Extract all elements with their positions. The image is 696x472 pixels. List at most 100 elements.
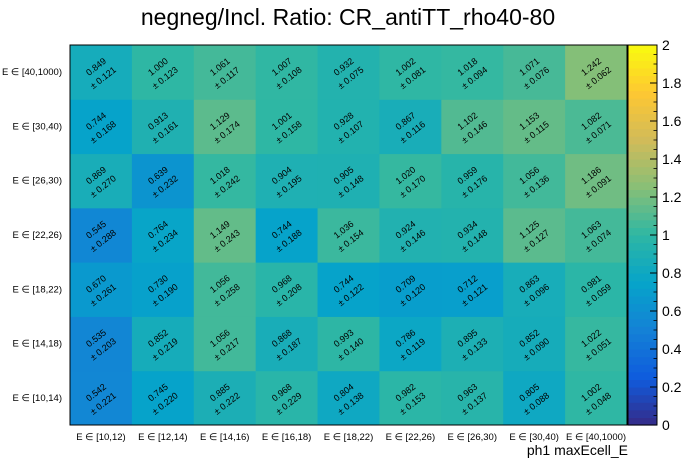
heatmap-cell — [193, 207, 257, 263]
heatmap-cell — [565, 316, 628, 372]
colorbar-tick-label: 1 — [662, 227, 670, 243]
x-tick-label: E ∈ [12,14) — [138, 432, 187, 443]
colorbar-segment — [628, 333, 657, 342]
y-tick-label: E ∈ [22,26) — [13, 230, 62, 241]
heatmap-cell — [379, 370, 442, 426]
heatmap-cell — [503, 262, 566, 317]
colorbar — [627, 44, 658, 426]
colorbar-segment — [628, 212, 657, 221]
y-tick-labels: E ∈ [10,14) E ∈ [14,18) E ∈ [18,22) E ∈ [22… — [2, 67, 62, 404]
heatmap-cell — [255, 153, 319, 209]
colorbar-segment — [628, 204, 657, 213]
x-tick-label: E ∈ [40,1000) — [566, 432, 626, 443]
colorbar-segment — [628, 295, 657, 304]
colorbar-segment — [628, 318, 657, 327]
colorbar-segment — [628, 219, 657, 228]
y-tick-label: E ∈ [26,30) — [13, 176, 62, 187]
colorbar-segment — [628, 166, 657, 175]
heatmap-cell — [317, 45, 380, 100]
heatmap-cell — [255, 370, 319, 426]
heatmap-cell — [379, 153, 442, 209]
colorbar-segment — [628, 197, 657, 206]
heatmap-cell — [379, 45, 442, 100]
heatmap-cell — [503, 316, 566, 372]
colorbar-segment — [628, 105, 657, 114]
colorbar-segment — [628, 280, 657, 289]
heatmap-cell — [503, 207, 566, 263]
heatmap-cell — [193, 45, 257, 100]
heatmap-cell — [503, 370, 566, 426]
colorbar-segment — [628, 121, 657, 130]
x-tick-label: E ∈ [22,26) — [386, 432, 435, 443]
colorbar-segment — [628, 394, 657, 403]
heatmap-cell — [255, 316, 319, 372]
heatmap-cell — [317, 207, 380, 263]
colorbar-segment — [628, 227, 657, 236]
plot-frame — [69, 44, 628, 426]
colorbar-segment — [628, 326, 657, 335]
heatmap-cell — [379, 207, 442, 263]
colorbar-segment — [628, 90, 657, 99]
colorbar-tick-label: 1.8 — [662, 75, 682, 91]
colorbar-tick-label: 0.8 — [662, 265, 682, 281]
heatmap-cell — [441, 45, 504, 100]
heatmap-cell — [379, 316, 442, 372]
colorbar-segment — [628, 402, 657, 411]
heatmap-cell — [565, 153, 628, 209]
colorbar-segment — [628, 181, 657, 190]
y-tick-label: E ∈ [14,18) — [13, 339, 62, 350]
x-tick-label: E ∈ [10,12) — [76, 432, 125, 443]
x-tick-label: E ∈ [30,40) — [509, 432, 558, 443]
heatmap-cell — [379, 262, 442, 317]
colorbar-segment — [628, 159, 657, 168]
x-tick-label: E ∈ [26,30) — [448, 432, 497, 443]
colorbar-segment — [628, 143, 657, 152]
heatmap-cell — [441, 370, 504, 426]
heatmap-cell — [131, 45, 195, 100]
colorbar-tick-label: 2 — [662, 37, 670, 53]
heatmap-cell — [565, 99, 628, 155]
colorbar-segment — [628, 265, 657, 274]
heatmap-cell — [193, 370, 257, 426]
heatmap-cell — [317, 370, 380, 426]
colorbar-segment — [628, 311, 657, 320]
heatmap-cell — [70, 153, 133, 209]
heatmap-cell — [131, 153, 195, 209]
colorbar-segment — [628, 379, 657, 388]
heatmap-cell — [70, 99, 133, 155]
colorbar-tick-label: 1.2 — [662, 189, 682, 205]
colorbar-segment — [628, 387, 657, 396]
colorbar-segment — [628, 303, 657, 312]
heatmap-cell — [503, 99, 566, 155]
colorbar-tick-label: 0.6 — [662, 303, 682, 319]
heatmap-cell — [255, 99, 319, 155]
heatmap-cell — [193, 153, 257, 209]
colorbar-segment — [628, 98, 657, 107]
heatmap-cell — [255, 262, 319, 317]
heatmap-cell — [255, 207, 319, 263]
heatmap-cell — [441, 207, 504, 263]
colorbar-segment — [628, 273, 657, 282]
colorbar-tick-label: 0 — [662, 417, 670, 433]
heatmap-cell — [441, 316, 504, 372]
colorbar-segment — [628, 151, 657, 160]
heatmap-cell — [70, 262, 133, 317]
heatmap-cell — [441, 153, 504, 209]
heatmap-cell — [70, 370, 133, 426]
heatmap-cell — [503, 153, 566, 209]
heatmap-cell — [193, 99, 257, 155]
x-tick-labels: E ∈ [10,12) E ∈ [12,14) E ∈ [14,16) E ∈ [16… — [76, 432, 626, 443]
heatmap-cells — [70, 45, 628, 426]
colorbar-tick-labels: 0 0.2 0.4 0.6 0.8 1 1.2 1.4 1.6 1.8 2 — [650, 37, 682, 433]
heatmap-cell — [317, 316, 380, 372]
y-tick-label: E ∈ [40,1000) — [2, 67, 62, 78]
colorbar-segment — [628, 174, 657, 183]
colorbar-segment — [628, 52, 657, 61]
heatmap-cell — [317, 262, 380, 317]
colorbar-segment — [628, 136, 657, 145]
colorbar-segment — [628, 60, 657, 69]
heatmap-cell — [379, 99, 442, 155]
y-tick-label: E ∈ [18,22) — [13, 284, 62, 295]
colorbar-segment — [628, 409, 657, 418]
colorbar-segment — [628, 75, 657, 84]
